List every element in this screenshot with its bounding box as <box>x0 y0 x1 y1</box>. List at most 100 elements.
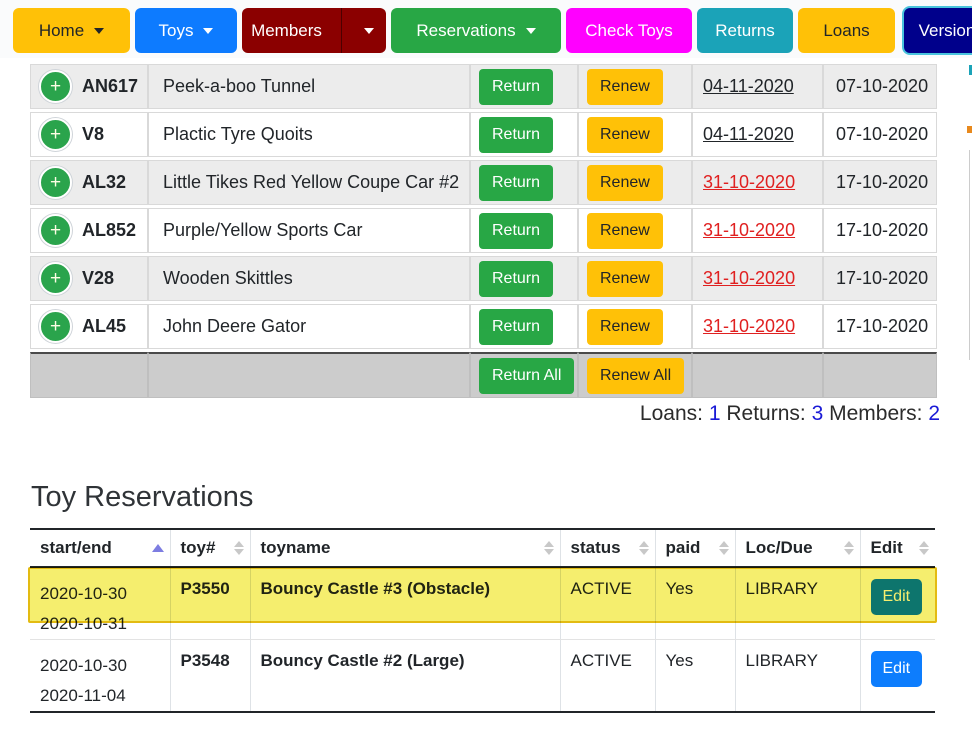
expand-plus-button[interactable]: + <box>39 70 72 103</box>
reservation-paid: Yes <box>654 567 736 640</box>
chevron-down-icon[interactable] <box>203 27 214 34</box>
toy-code: V28 <box>82 268 115 288</box>
due-date-link[interactable]: 31-10-2020 <box>703 316 796 336</box>
sort-icon[interactable] <box>919 541 929 555</box>
column-header-loc-due[interactable]: Loc/Due <box>734 528 861 568</box>
reservation-dates: 2020-10-30 2020-10-31 <box>40 584 127 633</box>
column-header-toy-number[interactable]: toy# <box>169 528 251 568</box>
nav-home-button[interactable]: Home <box>13 8 130 53</box>
return-button[interactable]: Return <box>479 212 554 249</box>
reservation-toy-number: P3548 <box>169 639 251 713</box>
reservation-status: ACTIVE <box>559 567 656 640</box>
due-date-link[interactable]: 31-10-2020 <box>703 268 796 288</box>
reservation-loc-due: LIBRARY <box>734 639 861 713</box>
sort-asc-icon[interactable] <box>151 544 164 552</box>
nav-version-label: Version <box>918 20 972 40</box>
edit-button[interactable]: Edit <box>870 651 923 687</box>
reservations-header-row: start/end toy# toyname status paid Loc/D… <box>30 528 935 568</box>
sort-icon[interactable] <box>843 541 854 555</box>
edit-button[interactable]: Edit <box>870 579 923 615</box>
nav-reservations-button[interactable]: Reservations <box>391 8 561 53</box>
reservation-paid: Yes <box>654 639 736 713</box>
sort-icon[interactable] <box>543 541 554 555</box>
column-header-status[interactable]: status <box>559 528 656 568</box>
navbar: Home Toys Members Reservations Check Toy… <box>0 0 972 58</box>
return-button[interactable]: Return <box>479 164 554 201</box>
members-count-label: Members: <box>829 402 923 425</box>
cutoff-vertical-divider <box>969 150 970 360</box>
summary-line: Loans: 1 Returns: 3 Members: 2 <box>640 402 940 426</box>
nav-returns-button[interactable]: Returns <box>697 8 793 53</box>
reservation-row: 2020-10-30 2020-11-04 P3548 Bouncy Castle… <box>30 639 935 713</box>
reservation-row: 2020-10-30 2020-10-31 P3550 Bouncy Castle… <box>30 567 935 640</box>
returns-count-value[interactable]: 3 <box>811 402 824 425</box>
due-date-link[interactable]: 31-10-2020 <box>703 172 796 192</box>
toy-code: AL32 <box>82 172 127 192</box>
toy-name: Wooden Skittles <box>148 256 470 301</box>
expand-plus-button[interactable]: + <box>39 166 72 199</box>
loan-date: 17-10-2020 <box>823 256 937 301</box>
return-button[interactable]: Return <box>479 260 554 297</box>
toy-name: Plactic Tyre Quoits <box>148 112 470 157</box>
nav-version-button[interactable]: Version <box>904 8 972 53</box>
renew-button[interactable]: Renew <box>587 260 663 297</box>
nav-reservations-label: Reservations <box>416 20 516 40</box>
toy-name: Purple/Yellow Sports Car <box>148 208 470 253</box>
column-header-edit[interactable]: Edit <box>859 528 935 568</box>
expand-plus-button[interactable]: + <box>39 262 72 295</box>
loan-row: + V28 Wooden Skittles Return Renew 31-10-… <box>30 256 937 301</box>
loan-date: 07-10-2020 <box>823 112 937 157</box>
column-header-toyname[interactable]: toyname <box>249 528 561 568</box>
loan-date: 17-10-2020 <box>823 304 937 349</box>
renew-button[interactable]: Renew <box>587 164 663 201</box>
due-date-link[interactable]: 31-10-2020 <box>703 220 796 240</box>
loan-row: + AL45 John Deere Gator Return Renew 31-1… <box>30 304 937 349</box>
renew-button[interactable]: Renew <box>587 212 663 249</box>
renew-all-button[interactable]: Renew All <box>587 357 685 394</box>
nav-check-toys-button[interactable]: Check Toys <box>566 8 692 53</box>
nav-members-button[interactable]: Members <box>242 8 386 53</box>
cutoff-orange-element <box>967 126 972 133</box>
renew-button[interactable]: Renew <box>587 116 663 153</box>
loan-date: 07-10-2020 <box>823 64 937 109</box>
chevron-down-icon[interactable] <box>94 27 105 34</box>
chevron-down-icon <box>364 27 374 34</box>
return-all-button[interactable]: Return All <box>479 357 575 394</box>
split-divider <box>341 8 342 53</box>
toy-code: AL852 <box>82 220 137 240</box>
nav-loans-button[interactable]: Loans <box>798 8 895 53</box>
return-button[interactable]: Return <box>479 308 554 345</box>
loans-table: + AN617 Peek-a-boo Tunnel Return Renew 04… <box>30 61 937 401</box>
due-date-link[interactable]: 04-11-2020 <box>703 76 794 96</box>
loans-count-value[interactable]: 1 <box>708 402 721 425</box>
sort-icon[interactable] <box>233 541 244 555</box>
loan-row: + AN617 Peek-a-boo Tunnel Return Renew 04… <box>30 64 937 109</box>
loan-row: + V8 Plactic Tyre Quoits Return Renew 04-… <box>30 112 937 157</box>
reservation-loc-due: LIBRARY <box>734 567 861 640</box>
nav-toys-label: Toys <box>158 20 194 40</box>
reservation-status: ACTIVE <box>559 639 656 713</box>
sort-icon[interactable] <box>718 541 729 555</box>
due-date-link[interactable]: 04-11-2020 <box>703 124 794 144</box>
expand-plus-button[interactable]: + <box>39 310 72 343</box>
column-header-paid[interactable]: paid <box>654 528 736 568</box>
return-button[interactable]: Return <box>479 116 554 153</box>
column-header-start-end[interactable]: start/end <box>30 528 171 568</box>
nav-check-toys-label: Check Toys <box>585 20 673 40</box>
renew-button[interactable]: Renew <box>587 68 663 105</box>
loan-date: 17-10-2020 <box>823 208 937 253</box>
nav-loans-label: Loans <box>823 20 870 40</box>
nav-members-caret-button[interactable] <box>352 27 386 34</box>
expand-plus-button[interactable]: + <box>39 214 72 247</box>
renew-button[interactable]: Renew <box>587 308 663 345</box>
sort-icon[interactable] <box>638 541 649 555</box>
expand-plus-button[interactable]: + <box>39 118 72 151</box>
return-button[interactable]: Return <box>479 68 554 105</box>
nav-toys-button[interactable]: Toys <box>135 8 237 53</box>
loan-row: + AL852 Purple/Yellow Sports Car Return R… <box>30 208 937 253</box>
chevron-down-icon[interactable] <box>525 27 536 34</box>
members-count-value[interactable]: 2 <box>928 402 940 425</box>
reservation-toy-number: P3550 <box>169 567 251 640</box>
toy-name: John Deere Gator <box>148 304 470 349</box>
